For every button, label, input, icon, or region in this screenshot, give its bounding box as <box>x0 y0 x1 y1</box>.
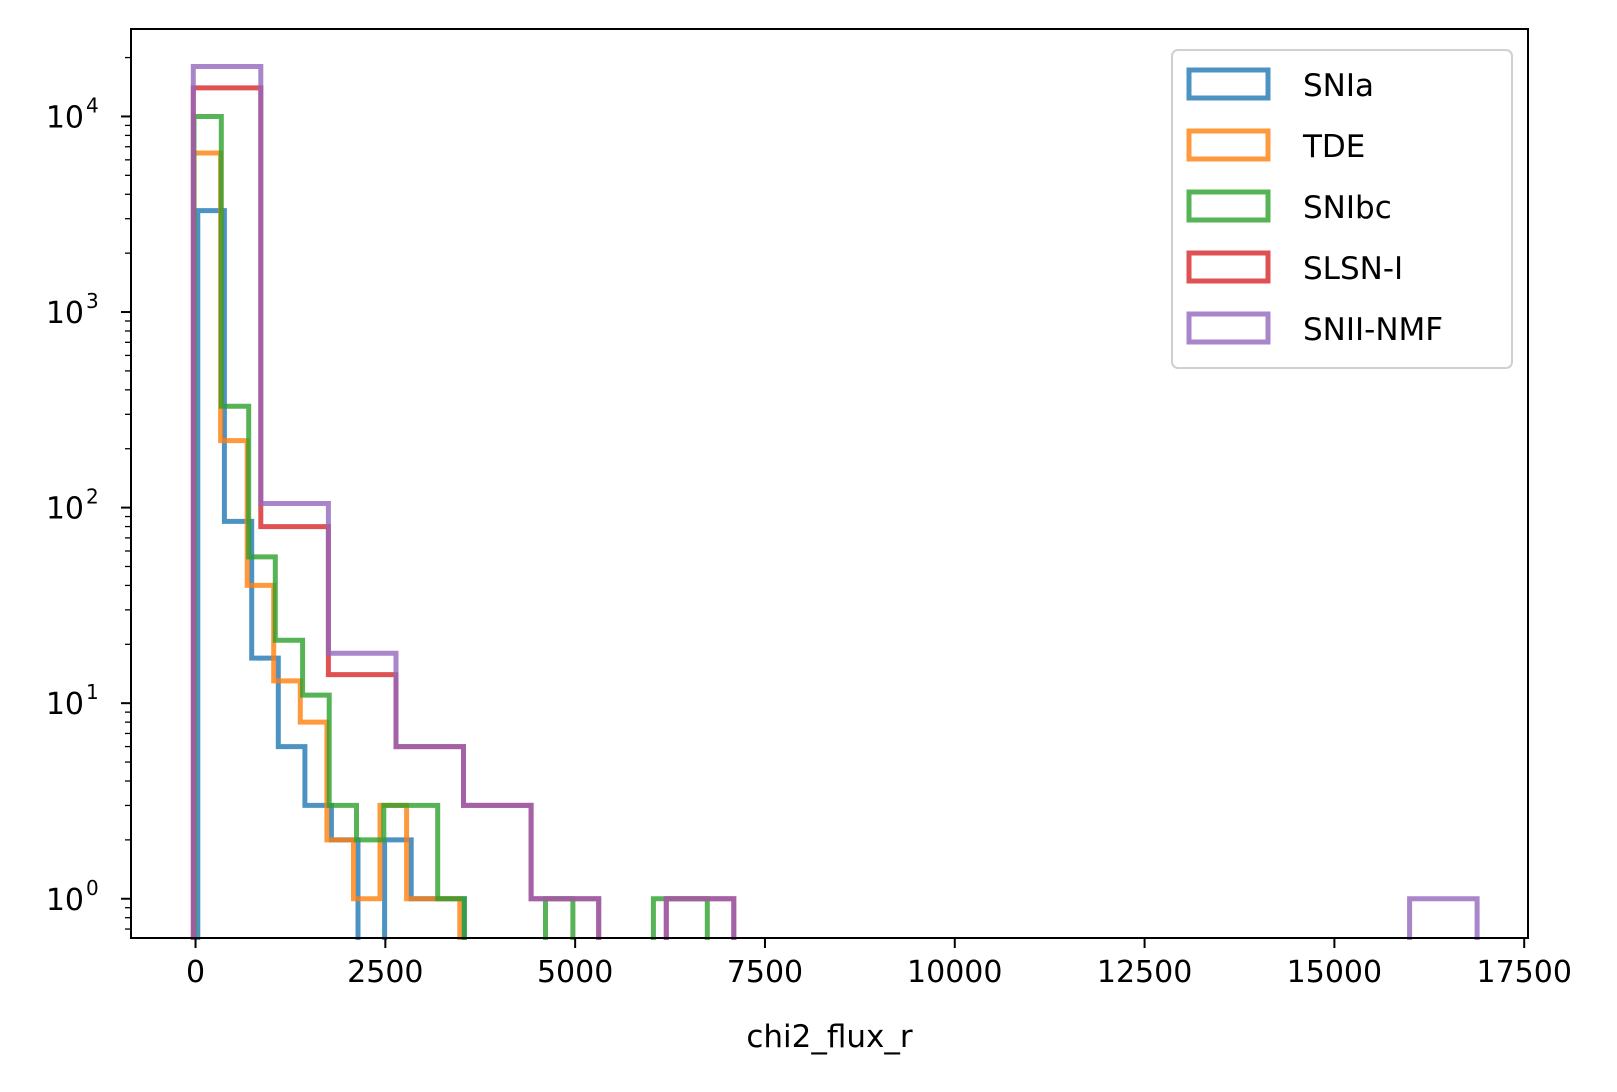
x-tick-label: 0 <box>186 955 205 990</box>
legend-swatch-snii-nmf <box>1186 311 1271 345</box>
y-tick-label-exponent: 4 <box>86 93 99 117</box>
y-tick-label-exponent: 2 <box>86 485 99 509</box>
histogram-series-layer <box>190 64 1480 940</box>
x-tick-label: 12500 <box>1097 955 1192 990</box>
y-tick-label-exponent: 0 <box>86 876 99 900</box>
y-tick-label: 10 <box>46 492 84 527</box>
legend-swatch-slsn-i <box>1186 250 1271 284</box>
x-tick-label: 10000 <box>907 955 1002 990</box>
x-axis-label: chi2_flux_r <box>746 1019 913 1055</box>
axes-frame <box>130 28 1529 939</box>
y-tick-label: 10 <box>46 100 84 135</box>
x-tick-label: 17500 <box>1476 955 1571 990</box>
legend-label-slsn-i: SLSN-I <box>1303 251 1403 287</box>
y-tick-label: 10 <box>46 883 84 918</box>
legend-label-snibc: SNIbc <box>1303 190 1392 226</box>
legend-swatch-snia <box>1186 67 1271 101</box>
series-snia-step-0 <box>195 208 361 940</box>
x-tick-label: 5000 <box>537 955 613 990</box>
legend-swatch-tde <box>1186 128 1271 162</box>
series-snii-nmf <box>190 64 1480 940</box>
legend-swatch-snibc <box>1186 189 1271 223</box>
y-tick-label-exponent: 1 <box>86 680 99 704</box>
y-tick-label-exponent: 3 <box>86 289 99 313</box>
x-tick-label: 15000 <box>1287 955 1382 990</box>
legend-label-snii-nmf: SNII-NMF <box>1303 312 1443 348</box>
x-tick-label: 2500 <box>347 955 423 990</box>
y-tick-label: 10 <box>46 687 84 722</box>
x-axis-ticks: 0 2500 5000 7500 10000 12500 15000 17500 <box>186 938 1572 990</box>
series-snii-nmf-step-2 <box>1407 896 1480 940</box>
series-snii-nmf-step-0 <box>190 64 602 940</box>
legend-label-tde: TDE <box>1302 129 1365 165</box>
series-snii-nmf-step-1 <box>663 896 737 940</box>
legend: SNIa TDE SNIbc SLSN-I SNII-NMF <box>1171 49 1513 369</box>
x-tick-label: 7500 <box>727 955 803 990</box>
legend-label-snia: SNIa <box>1303 68 1374 104</box>
series-snibc-step-0 <box>191 114 467 940</box>
y-tick-label: 10 <box>46 296 84 331</box>
